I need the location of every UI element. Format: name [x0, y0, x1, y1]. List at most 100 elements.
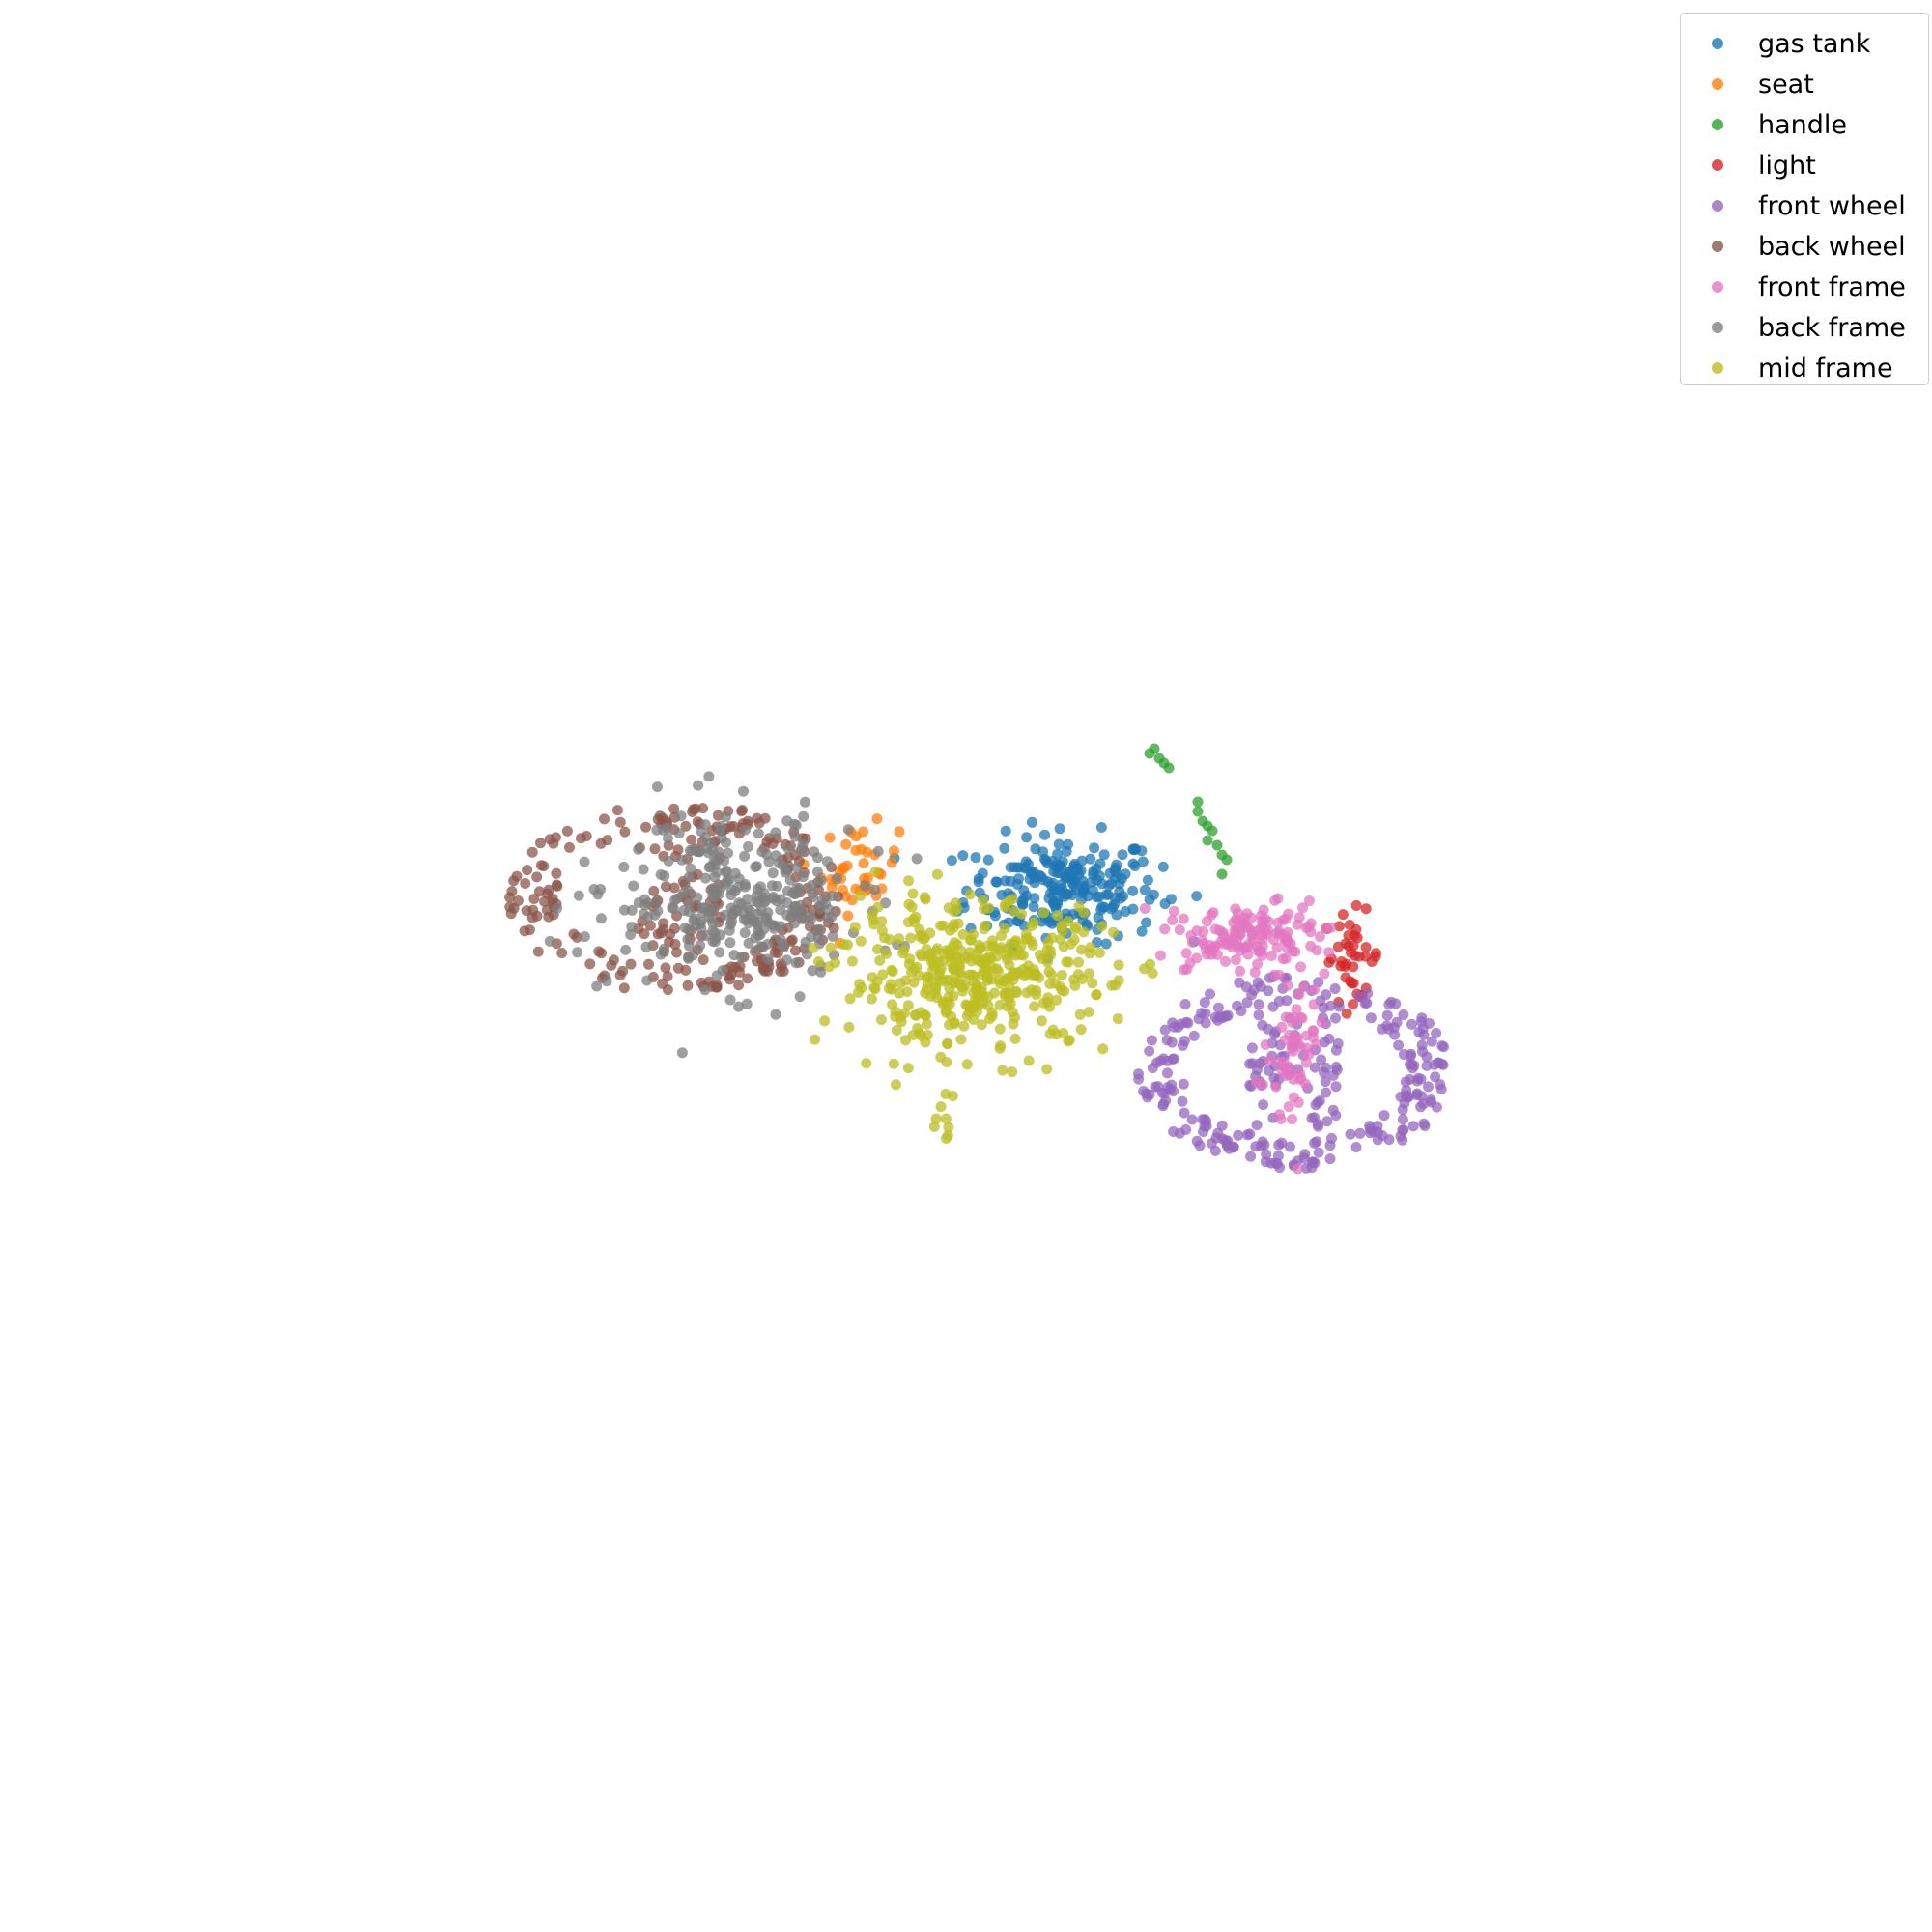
- scatter-point: [733, 897, 745, 909]
- scatter-point: [1063, 916, 1074, 927]
- scatter-point: [1042, 996, 1054, 1008]
- scatter-point: [957, 928, 969, 940]
- legend-marker: [1712, 241, 1723, 252]
- scatter-point: [1214, 924, 1226, 936]
- scatter-point: [902, 1063, 914, 1074]
- scatter-point: [692, 892, 703, 903]
- scatter-point: [1227, 941, 1237, 952]
- scatter-point: [782, 842, 794, 854]
- scatter-point: [1303, 895, 1315, 906]
- scatter-point: [1095, 822, 1107, 833]
- scatter-point: [1078, 926, 1090, 938]
- scatter-point: [1309, 984, 1321, 995]
- scatter-point: [1370, 948, 1381, 959]
- scatter-point: [797, 842, 808, 854]
- scatter-point: [1397, 1114, 1408, 1125]
- scatter-point: [824, 832, 836, 843]
- scatter-point: [551, 879, 562, 891]
- scatter-point: [914, 931, 925, 943]
- series-front-wheel: [1133, 971, 1449, 1174]
- scatter-point: [1340, 938, 1351, 950]
- scatter-point: [800, 913, 810, 924]
- scatter-point: [743, 918, 754, 929]
- scatter-point: [888, 1058, 899, 1069]
- scatter-point: [1142, 874, 1153, 886]
- scatter-point: [1273, 995, 1285, 1007]
- scatter-point: [831, 872, 842, 884]
- series-front-frame: [1139, 893, 1337, 1175]
- scatter-point: [754, 881, 766, 893]
- legend-label: back wheel: [1758, 231, 1906, 262]
- scatter-point: [705, 838, 717, 849]
- scatter-point: [1277, 953, 1289, 965]
- scatter-point: [535, 838, 546, 849]
- scatter-point: [794, 991, 806, 1003]
- scatter-point: [877, 969, 889, 980]
- scatter-point: [697, 902, 709, 914]
- scatter-point: [648, 885, 660, 896]
- scatter-point: [724, 937, 736, 949]
- scatter-point: [1058, 1028, 1069, 1038]
- scatter-point: [1184, 957, 1196, 969]
- scatter-point: [1127, 885, 1139, 896]
- scatter-point: [1272, 1151, 1284, 1161]
- scatter-point: [1023, 1055, 1035, 1066]
- scatter-point: [898, 1008, 910, 1019]
- scatter-point: [1287, 1016, 1298, 1028]
- scatter-point: [1241, 997, 1253, 1009]
- scatter-point: [669, 923, 680, 934]
- scatter-point: [1426, 1036, 1437, 1047]
- scatter-point: [1239, 919, 1251, 930]
- scatter-point: [1316, 1054, 1327, 1065]
- scatter-point: [962, 952, 974, 963]
- scatter-point: [1244, 1128, 1256, 1140]
- scatter-point: [522, 865, 533, 876]
- scatter-point: [999, 990, 1010, 1002]
- scatter-point: [1023, 960, 1034, 972]
- scatter-point: [714, 947, 725, 958]
- scatter-point: [921, 971, 932, 982]
- scatter-point: [1269, 895, 1281, 906]
- scatter-point: [618, 862, 630, 872]
- scatter-point: [958, 1020, 970, 1032]
- scatter-point: [921, 983, 932, 995]
- scatter-point: [639, 928, 650, 940]
- scatter-point: [935, 1101, 947, 1113]
- scatter-point: [943, 946, 954, 957]
- scatter-point: [1147, 968, 1158, 979]
- scatter-point: [755, 905, 767, 917]
- scatter-point: [788, 818, 800, 830]
- scatter-point: [1273, 925, 1285, 937]
- scatter-point: [1028, 901, 1039, 913]
- scatter-point: [891, 1079, 901, 1091]
- scatter-point: [1057, 883, 1068, 894]
- scatter-point: [1393, 1039, 1405, 1051]
- scatter-point: [1144, 894, 1155, 905]
- scatter-point: [1094, 947, 1105, 958]
- scatter-point: [512, 895, 524, 906]
- scatter-point: [1247, 928, 1259, 940]
- legend-entry: light: [1681, 145, 1928, 185]
- scatter-point: [619, 826, 631, 838]
- scatter-point: [1350, 900, 1362, 911]
- scatter-point: [720, 811, 731, 823]
- scatter-point: [891, 1025, 902, 1036]
- scatter-point: [1011, 879, 1023, 890]
- scatter-point: [1127, 843, 1139, 855]
- scatter-point: [1329, 983, 1341, 994]
- scatter-point: [672, 962, 684, 974]
- scatter-point: [1293, 1163, 1303, 1175]
- scatter-point: [711, 981, 723, 993]
- scatter-point: [1246, 1042, 1258, 1054]
- scatter-point: [869, 884, 881, 895]
- scatter-point: [1030, 843, 1041, 855]
- scatter-point: [1284, 1141, 1295, 1152]
- scatter-point: [1295, 961, 1306, 973]
- scatter-point: [720, 877, 731, 889]
- scatter-point: [1264, 1055, 1276, 1066]
- legend-marker: [1712, 159, 1723, 171]
- scatter-point: [1341, 1008, 1352, 1019]
- scatter-point: [1116, 873, 1127, 885]
- scatter-point: [1031, 985, 1042, 996]
- scatter-point: [1423, 1081, 1434, 1093]
